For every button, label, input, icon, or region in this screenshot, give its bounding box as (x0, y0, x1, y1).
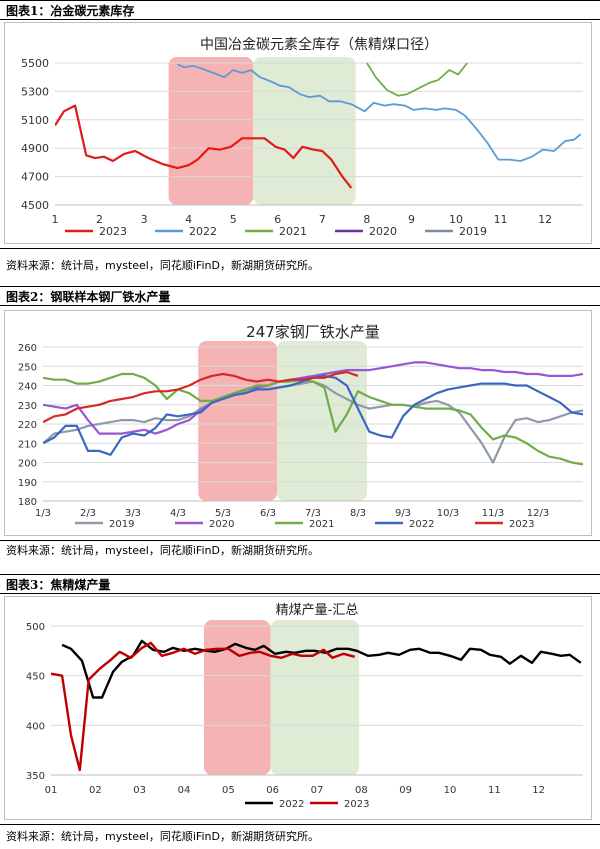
legend-label-2021: 2021 (279, 225, 307, 238)
y-tick-label: 5100 (21, 114, 49, 127)
y-tick-label: 210 (18, 439, 37, 450)
chart-title: 247家钢厂铁水产量 (246, 323, 380, 341)
figure-3-source-rule (0, 824, 600, 825)
y-tick-label: 4900 (21, 142, 49, 155)
x-tick-label: 12 (538, 213, 552, 226)
x-tick-label: 7/3 (305, 508, 321, 519)
figure-2-source: 资料来源：统计局，mysteel，同花顺iFinD，新湖期货研究所。 (6, 544, 319, 557)
series-line-2021 (366, 62, 468, 97)
legend-label-2023: 2023 (99, 225, 127, 238)
coking-coal-line-chart: 350 400 450 500 01 02 03 04 05 06 07 08 09 10 11 12 精煤产量… (26, 603, 583, 810)
series-line-2021 (43, 372, 583, 466)
legend-label-2022: 2022 (409, 519, 434, 530)
x-tick-label: 12 (532, 785, 545, 796)
x-tick-label: 10/3 (437, 508, 459, 519)
figure-2-source-rule (0, 540, 600, 541)
y-tick-label: 180 (18, 497, 37, 508)
y-tick-label: 4500 (21, 199, 49, 212)
x-tick-label: 2 (96, 213, 103, 226)
x-tick-label: 06 (266, 785, 279, 796)
x-tick-label: 1 (52, 213, 59, 226)
figure-3-source: 资料来源：统计局，mysteel，同花顺iFinD，新湖期货研究所。 (6, 830, 319, 843)
legend-label-2020: 2020 (209, 519, 234, 530)
y-tick-label: 400 (26, 721, 45, 732)
chart-title: 精煤产量-汇总 (276, 603, 359, 618)
y-tick-label: 500 (26, 622, 45, 633)
figure-1-source: 资料来源：统计局，mysteel，同花顺iFinD，新湖期货研究所。 (6, 259, 319, 272)
y-tick-label: 240 (18, 382, 37, 393)
x-tick-label: 12/3 (527, 508, 549, 519)
legend-label-2022: 2022 (189, 225, 217, 238)
x-tick-label: 9 (408, 213, 415, 226)
figure-3-header: 图表3：焦精煤产量 (0, 574, 600, 594)
x-tick-label: 05 (222, 785, 235, 796)
x-tick-label: 1/3 (35, 508, 51, 519)
x-tick-label: 08 (355, 785, 368, 796)
figure-2-header: 图表2：钢联样本钢厂铁水产量 (0, 286, 600, 306)
y-tick-label: 200 (18, 459, 37, 470)
figure-3-chart: 350 400 450 500 01 02 03 04 05 06 07 08 09 10 11 12 精煤产量… (4, 596, 592, 820)
x-tick-label: 09 (399, 785, 412, 796)
x-tick-label: 6/3 (260, 508, 276, 519)
x-tick-label: 11 (494, 213, 508, 226)
x-tick-label: 5/3 (215, 508, 231, 519)
x-tick-label: 10 (449, 213, 463, 226)
x-tick-label: 3/3 (125, 508, 141, 519)
x-tick-label: 04 (178, 785, 191, 796)
series-line-2023 (43, 370, 359, 424)
y-tick-label: 230 (18, 401, 37, 412)
x-tick-label: 11 (488, 785, 501, 796)
x-tick-label: 11/3 (482, 508, 504, 519)
x-tick-label: 07 (311, 785, 324, 796)
x-tick-label: 9/3 (395, 508, 411, 519)
legend-label-2020: 2020 (369, 225, 397, 238)
x-tick-label: 01 (45, 785, 58, 796)
chart-title: 中国冶金碳元素全库存（焦精煤口径） (200, 36, 438, 53)
x-tick-label: 10 (444, 785, 457, 796)
y-tick-label: 5500 (21, 57, 49, 70)
legend-label-2023: 2023 (509, 519, 534, 530)
figure-1-source-rule (0, 248, 600, 249)
y-tick-label: 4700 (21, 171, 49, 184)
series-line-2023 (55, 104, 353, 189)
figure-2-chart: 180 190 200 210 220 230 240 250 260 1/3 2/3 3/3 4/3 5… (4, 310, 592, 536)
y-tick-label: 260 (18, 343, 37, 354)
shaded-period-2 (270, 620, 360, 775)
x-tick-label: 3 (141, 213, 148, 226)
y-tick-label: 450 (26, 672, 45, 683)
x-tick-label: 2/3 (80, 508, 96, 519)
y-tick-label: 220 (18, 420, 37, 431)
y-tick-label: 250 (18, 362, 37, 373)
x-tick-label: 5 (230, 213, 237, 226)
x-tick-label: 4/3 (170, 508, 186, 519)
legend-label-2021: 2021 (309, 519, 334, 530)
legend-label-2019: 2019 (459, 225, 487, 238)
y-tick-label: 5300 (21, 85, 49, 98)
legend-label-2023: 2023 (344, 799, 369, 810)
shaded-period-1 (168, 57, 254, 205)
shaded-period-1 (198, 341, 277, 501)
x-tick-label: 7 (319, 213, 326, 226)
x-tick-label: 03 (133, 785, 146, 796)
y-tick-label: 190 (18, 478, 37, 489)
series-line-2023 (51, 641, 356, 772)
x-tick-label: 8 (363, 213, 370, 226)
x-tick-label: 8/3 (350, 508, 366, 519)
x-tick-label: 4 (185, 213, 192, 226)
legend-label-2022: 2022 (279, 799, 304, 810)
series-line-2022 (177, 63, 582, 162)
shaded-period-1 (203, 620, 271, 775)
figure-1-header: 图表1：冶金碳元素库存 (0, 0, 600, 20)
hot-metal-line-chart: 180 190 200 210 220 230 240 250 260 1/3 2/3 3/3 4/3 5… (18, 323, 583, 530)
legend-label-2019: 2019 (109, 519, 134, 530)
shaded-period-2 (253, 57, 356, 205)
y-tick-label: 350 (26, 771, 45, 782)
series-line-2020 (43, 361, 583, 435)
shaded-period-2 (277, 341, 367, 501)
x-tick-label: 6 (274, 213, 281, 226)
x-tick-label: 02 (89, 785, 102, 796)
figure-1-chart: 4500 4700 4900 5100 5300 5500 1 2 3 4 5 6 7 8 9 10 11 12 中… (4, 22, 592, 244)
